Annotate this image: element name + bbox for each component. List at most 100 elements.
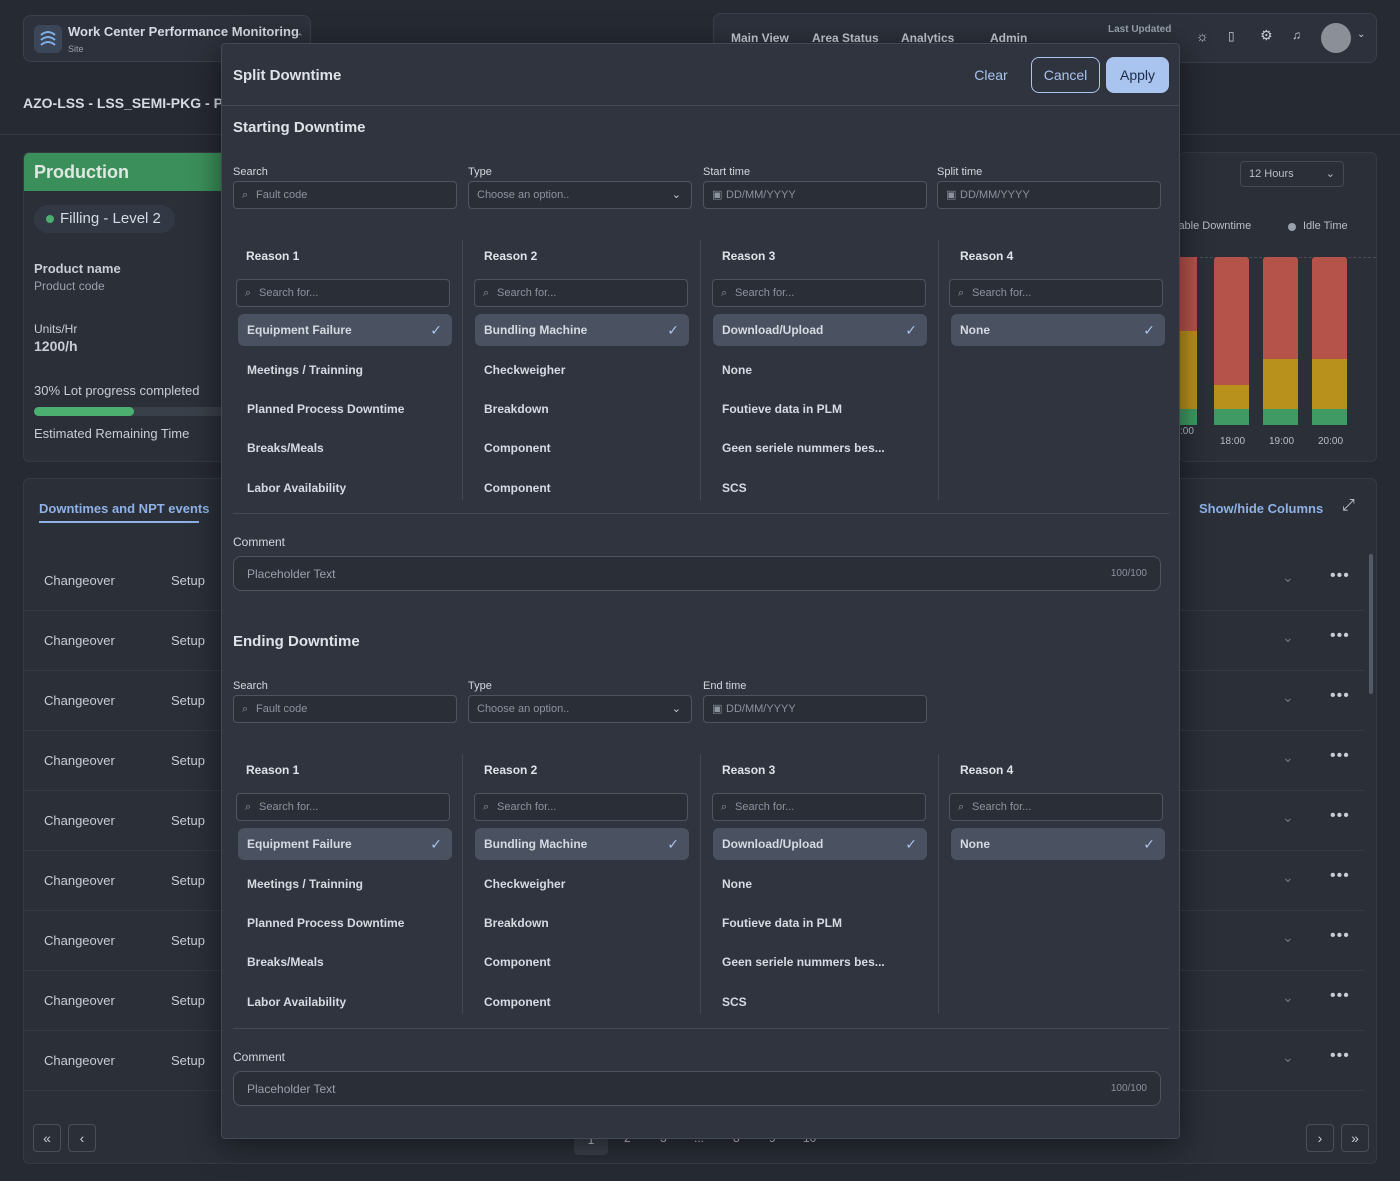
gear-icon[interactable]: ⚙ (1260, 27, 1273, 43)
nav-main-view[interactable]: Main View (731, 31, 789, 45)
reason-4-search[interactable]: ⌕ Search for... (949, 279, 1163, 307)
end-reason-4-option-selected[interactable]: None ✓ (951, 828, 1165, 860)
end-reason-3-option[interactable]: None (722, 877, 752, 891)
reason-1-option[interactable]: Labor Availability (247, 481, 347, 495)
end-reason-1-search[interactable]: ⌕ Search for... (236, 793, 450, 821)
end-reason-1-option[interactable]: Breaks/Meals (247, 955, 324, 969)
reason-2-search[interactable]: ⌕ Search for... (474, 279, 688, 307)
prev-page-button[interactable]: ‹ (68, 1124, 96, 1152)
app-logo-icon (34, 25, 62, 53)
reason-1-search[interactable]: ⌕ Search for... (236, 279, 450, 307)
end-type-select[interactable]: Choose an option.. ⌄ (468, 695, 692, 723)
sun-icon[interactable]: ☼ (1196, 28, 1209, 44)
starting-downtime-title: Starting Downtime (233, 119, 366, 136)
expand-icon[interactable]: ⤢ (1342, 497, 1355, 514)
end-reason-2-option[interactable]: Breakdown (484, 916, 549, 930)
reason-3-option-selected[interactable]: Download/Upload ✓ (713, 314, 927, 346)
reason-2-option[interactable]: Breakdown (484, 402, 549, 416)
end-search-input[interactable]: ⌕ Fault code (233, 695, 457, 723)
end-reason-2-option[interactable]: Checkweigher (484, 877, 566, 891)
nav-admin[interactable]: Admin (990, 31, 1028, 45)
end-reason-2-option-selected[interactable]: Bundling Machine ✓ (475, 828, 689, 860)
reason-4-option-selected[interactable]: None ✓ (951, 314, 1165, 346)
cancel-button[interactable]: Cancel (1031, 57, 1100, 93)
start-type-label: Type (468, 166, 492, 178)
legend-idle: Idle Time (1303, 220, 1348, 232)
nav-area-status[interactable]: Area Status (812, 31, 879, 45)
next-page-button[interactable]: › (1306, 1124, 1334, 1152)
reason-3-option[interactable]: SCS (722, 481, 747, 495)
tab-downtimes[interactable]: Downtimes and NPT events (39, 501, 210, 516)
end-time-input[interactable]: ▣ DD/MM/YYYY (703, 695, 927, 723)
first-page-button[interactable]: « (33, 1124, 61, 1152)
clear-button[interactable]: Clear (969, 57, 1013, 93)
show-hide-columns-button[interactable]: Show/hide Columns (1199, 501, 1324, 516)
search-icon: ⌕ (721, 801, 728, 813)
reason-3-option[interactable]: None (722, 363, 752, 377)
range-select[interactable]: 12 Hours ⌄ (1240, 161, 1344, 187)
chevron-down-icon: ⌄ (1282, 1049, 1294, 1065)
site-selector[interactable]: Work Center Performance Monitoring Site … (23, 15, 311, 62)
bell-icon[interactable]: ♫ (1292, 28, 1301, 42)
end-reason-3-option[interactable]: Geen seriele nummers bes... (722, 955, 885, 969)
end-comment-input[interactable]: Placeholder Text 100/100 (233, 1071, 1161, 1106)
remaining-time-label: Estimated Remaining Time (34, 426, 190, 441)
start-type-select[interactable]: Choose an option.. ⌄ (468, 181, 692, 209)
lot-progress-text: 30% Lot progress completed (34, 383, 200, 398)
production-header: Production (24, 153, 232, 191)
end-reason-2-search[interactable]: ⌕ Search for... (474, 793, 688, 821)
line-status-pill[interactable]: Filling - Level 2 (34, 205, 175, 233)
end-reason-4-search[interactable]: ⌕ Search for... (949, 793, 1163, 821)
start-comment-input[interactable]: Placeholder Text 100/100 (233, 556, 1161, 591)
reason-2-option-selected[interactable]: Bundling Machine ✓ (475, 314, 689, 346)
end-search-label: Search (233, 680, 268, 692)
scrollbar[interactable] (1369, 554, 1373, 694)
legend-idle-dot (1288, 223, 1296, 231)
end-reason-2-option[interactable]: Component (484, 995, 551, 1009)
split-time-label: Split time (937, 166, 983, 178)
chevron-down-icon: ⌄ (1282, 629, 1294, 645)
reason-2-option[interactable]: Component (484, 481, 551, 495)
chevron-down-icon: ⌄ (1282, 809, 1294, 825)
x-tick: 20:00 (1318, 436, 1344, 447)
end-reason-3-option-selected[interactable]: Download/Upload ✓ (713, 828, 927, 860)
reason-3-option[interactable]: Foutieve data in PLM (722, 402, 843, 416)
end-reason-1-option-selected[interactable]: Equipment Failure ✓ (238, 828, 452, 860)
chevron-down-icon: ⌄ (1282, 989, 1294, 1005)
reason-1-option-selected[interactable]: Equipment Failure ✓ (238, 314, 452, 346)
end-reason-4-title: Reason 4 (960, 763, 1014, 777)
app-title: Work Center Performance Monitoring (68, 24, 299, 39)
end-reason-3-search[interactable]: ⌕ Search for... (712, 793, 926, 821)
reason-2-option[interactable]: Component (484, 441, 551, 455)
start-search-input[interactable]: ⌕ Fault code (233, 181, 457, 209)
avatar[interactable] (1321, 23, 1351, 53)
apply-button[interactable]: Apply (1106, 57, 1169, 93)
chevron-down-icon[interactable]: ⌄ (1357, 29, 1366, 40)
reason-1-option[interactable]: Breaks/Meals (247, 441, 324, 455)
end-reason-1-option[interactable]: Planned Process Downtime (247, 916, 405, 930)
chart-bar (1214, 257, 1249, 425)
reason-1-option[interactable]: Planned Process Downtime (247, 402, 405, 416)
end-reason-3-option[interactable]: Foutieve data in PLM (722, 916, 843, 930)
divider (233, 513, 1169, 514)
end-reason-3-option[interactable]: SCS (722, 995, 747, 1009)
reason-2-option[interactable]: Checkweigher (484, 363, 566, 377)
chart-bar (1180, 257, 1197, 425)
last-page-button[interactable]: » (1341, 1124, 1369, 1152)
end-reason-1-option[interactable]: Meetings / Trainning (247, 877, 364, 891)
nav-analytics[interactable]: Analytics (901, 31, 955, 45)
start-time-input[interactable]: ▣ DD/MM/YYYY (703, 181, 927, 209)
end-reason-1-option[interactable]: Labor Availability (247, 995, 347, 1009)
end-time-label: End time (703, 680, 747, 692)
split-time-input[interactable]: ▣ DD/MM/YYYY (937, 181, 1161, 209)
ending-downtime-title: Ending Downtime (233, 633, 360, 650)
reason-3-search[interactable]: ⌕ Search for... (712, 279, 926, 307)
x-tick: :00 (1180, 426, 1194, 437)
reason-1-option[interactable]: Meetings / Trainning (247, 363, 364, 377)
app-subtitle: Site (68, 44, 84, 54)
reason-3-option[interactable]: Geen seriele nummers bes... (722, 441, 885, 455)
tab-underline (39, 521, 199, 523)
book-icon[interactable]: ▯ (1228, 29, 1235, 43)
more-icon: ••• (1330, 567, 1350, 584)
end-reason-2-option[interactable]: Component (484, 955, 551, 969)
